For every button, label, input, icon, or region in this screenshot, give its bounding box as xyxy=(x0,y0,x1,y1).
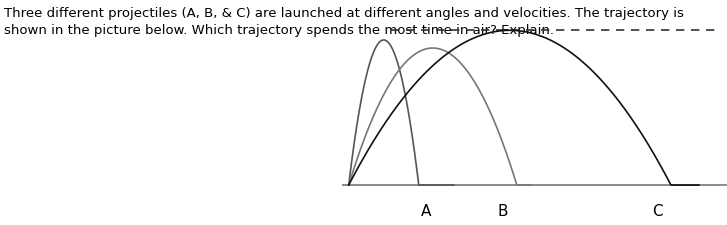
Text: Three different projectiles (A, B, & C) are launched at different angles and vel: Three different projectiles (A, B, & C) … xyxy=(4,7,683,37)
Text: B: B xyxy=(497,204,508,219)
Text: C: C xyxy=(651,204,662,219)
Text: A: A xyxy=(421,204,431,219)
